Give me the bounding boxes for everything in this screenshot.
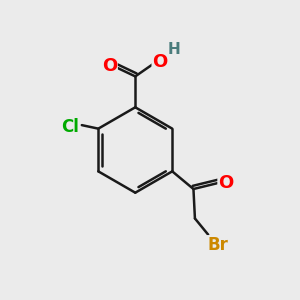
Text: Br: Br — [207, 236, 228, 254]
Text: O: O — [152, 53, 168, 71]
Text: O: O — [218, 174, 233, 192]
Text: O: O — [102, 57, 117, 75]
Text: H: H — [167, 42, 180, 57]
Text: Cl: Cl — [61, 118, 79, 136]
